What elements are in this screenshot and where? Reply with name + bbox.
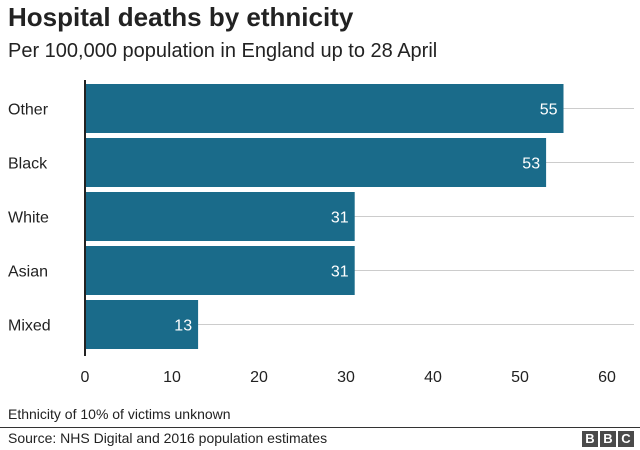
chart-subtitle: Per 100,000 population in England up to … [8, 40, 438, 62]
x-tick-label: 30 [337, 369, 355, 386]
category-labels: Other Black White Asian Mixed [8, 102, 51, 335]
category-label: Mixed [8, 318, 51, 335]
bar-mixed [85, 300, 199, 349]
x-tick-label: 60 [598, 369, 616, 386]
bbc-logo-letter: B [600, 431, 616, 447]
bar-white [85, 192, 355, 241]
x-tick-label: 40 [424, 369, 442, 386]
chart-title: Hospital deaths by ethnicity [8, 2, 354, 32]
footnote: Ethnicity of 10% of victims unknown [8, 406, 231, 422]
category-label: Other [8, 102, 49, 119]
data-label: 55 [540, 102, 558, 119]
x-tick-label: 50 [511, 369, 529, 386]
x-tick-label: 10 [163, 369, 181, 386]
category-label: White [8, 210, 49, 227]
footer-divider [0, 427, 640, 428]
source-credit: Source: NHS Digital and 2016 population … [8, 430, 328, 446]
category-label: Black [8, 156, 48, 173]
bars [85, 84, 564, 349]
data-label: 13 [174, 318, 192, 335]
data-label: 31 [331, 210, 349, 227]
category-label: Asian [8, 264, 48, 281]
bbc-logo: B B C [582, 431, 634, 447]
x-tick-label: 20 [250, 369, 268, 386]
bbc-logo-letter: B [582, 431, 598, 447]
bbc-logo-letter: C [618, 431, 634, 447]
bar-chart: 55 53 31 31 13 Other Black White Asian Mixed 0 10… [8, 80, 634, 386]
bar-other [85, 84, 564, 133]
data-label: 53 [522, 156, 540, 173]
bar-asian [85, 246, 355, 295]
x-tick-label: 0 [81, 369, 90, 386]
x-tick-labels: 0 10 20 30 40 50 60 [81, 369, 616, 386]
data-labels: 55 53 31 31 13 [174, 102, 557, 335]
bar-black [85, 138, 547, 187]
data-label: 31 [331, 264, 349, 281]
